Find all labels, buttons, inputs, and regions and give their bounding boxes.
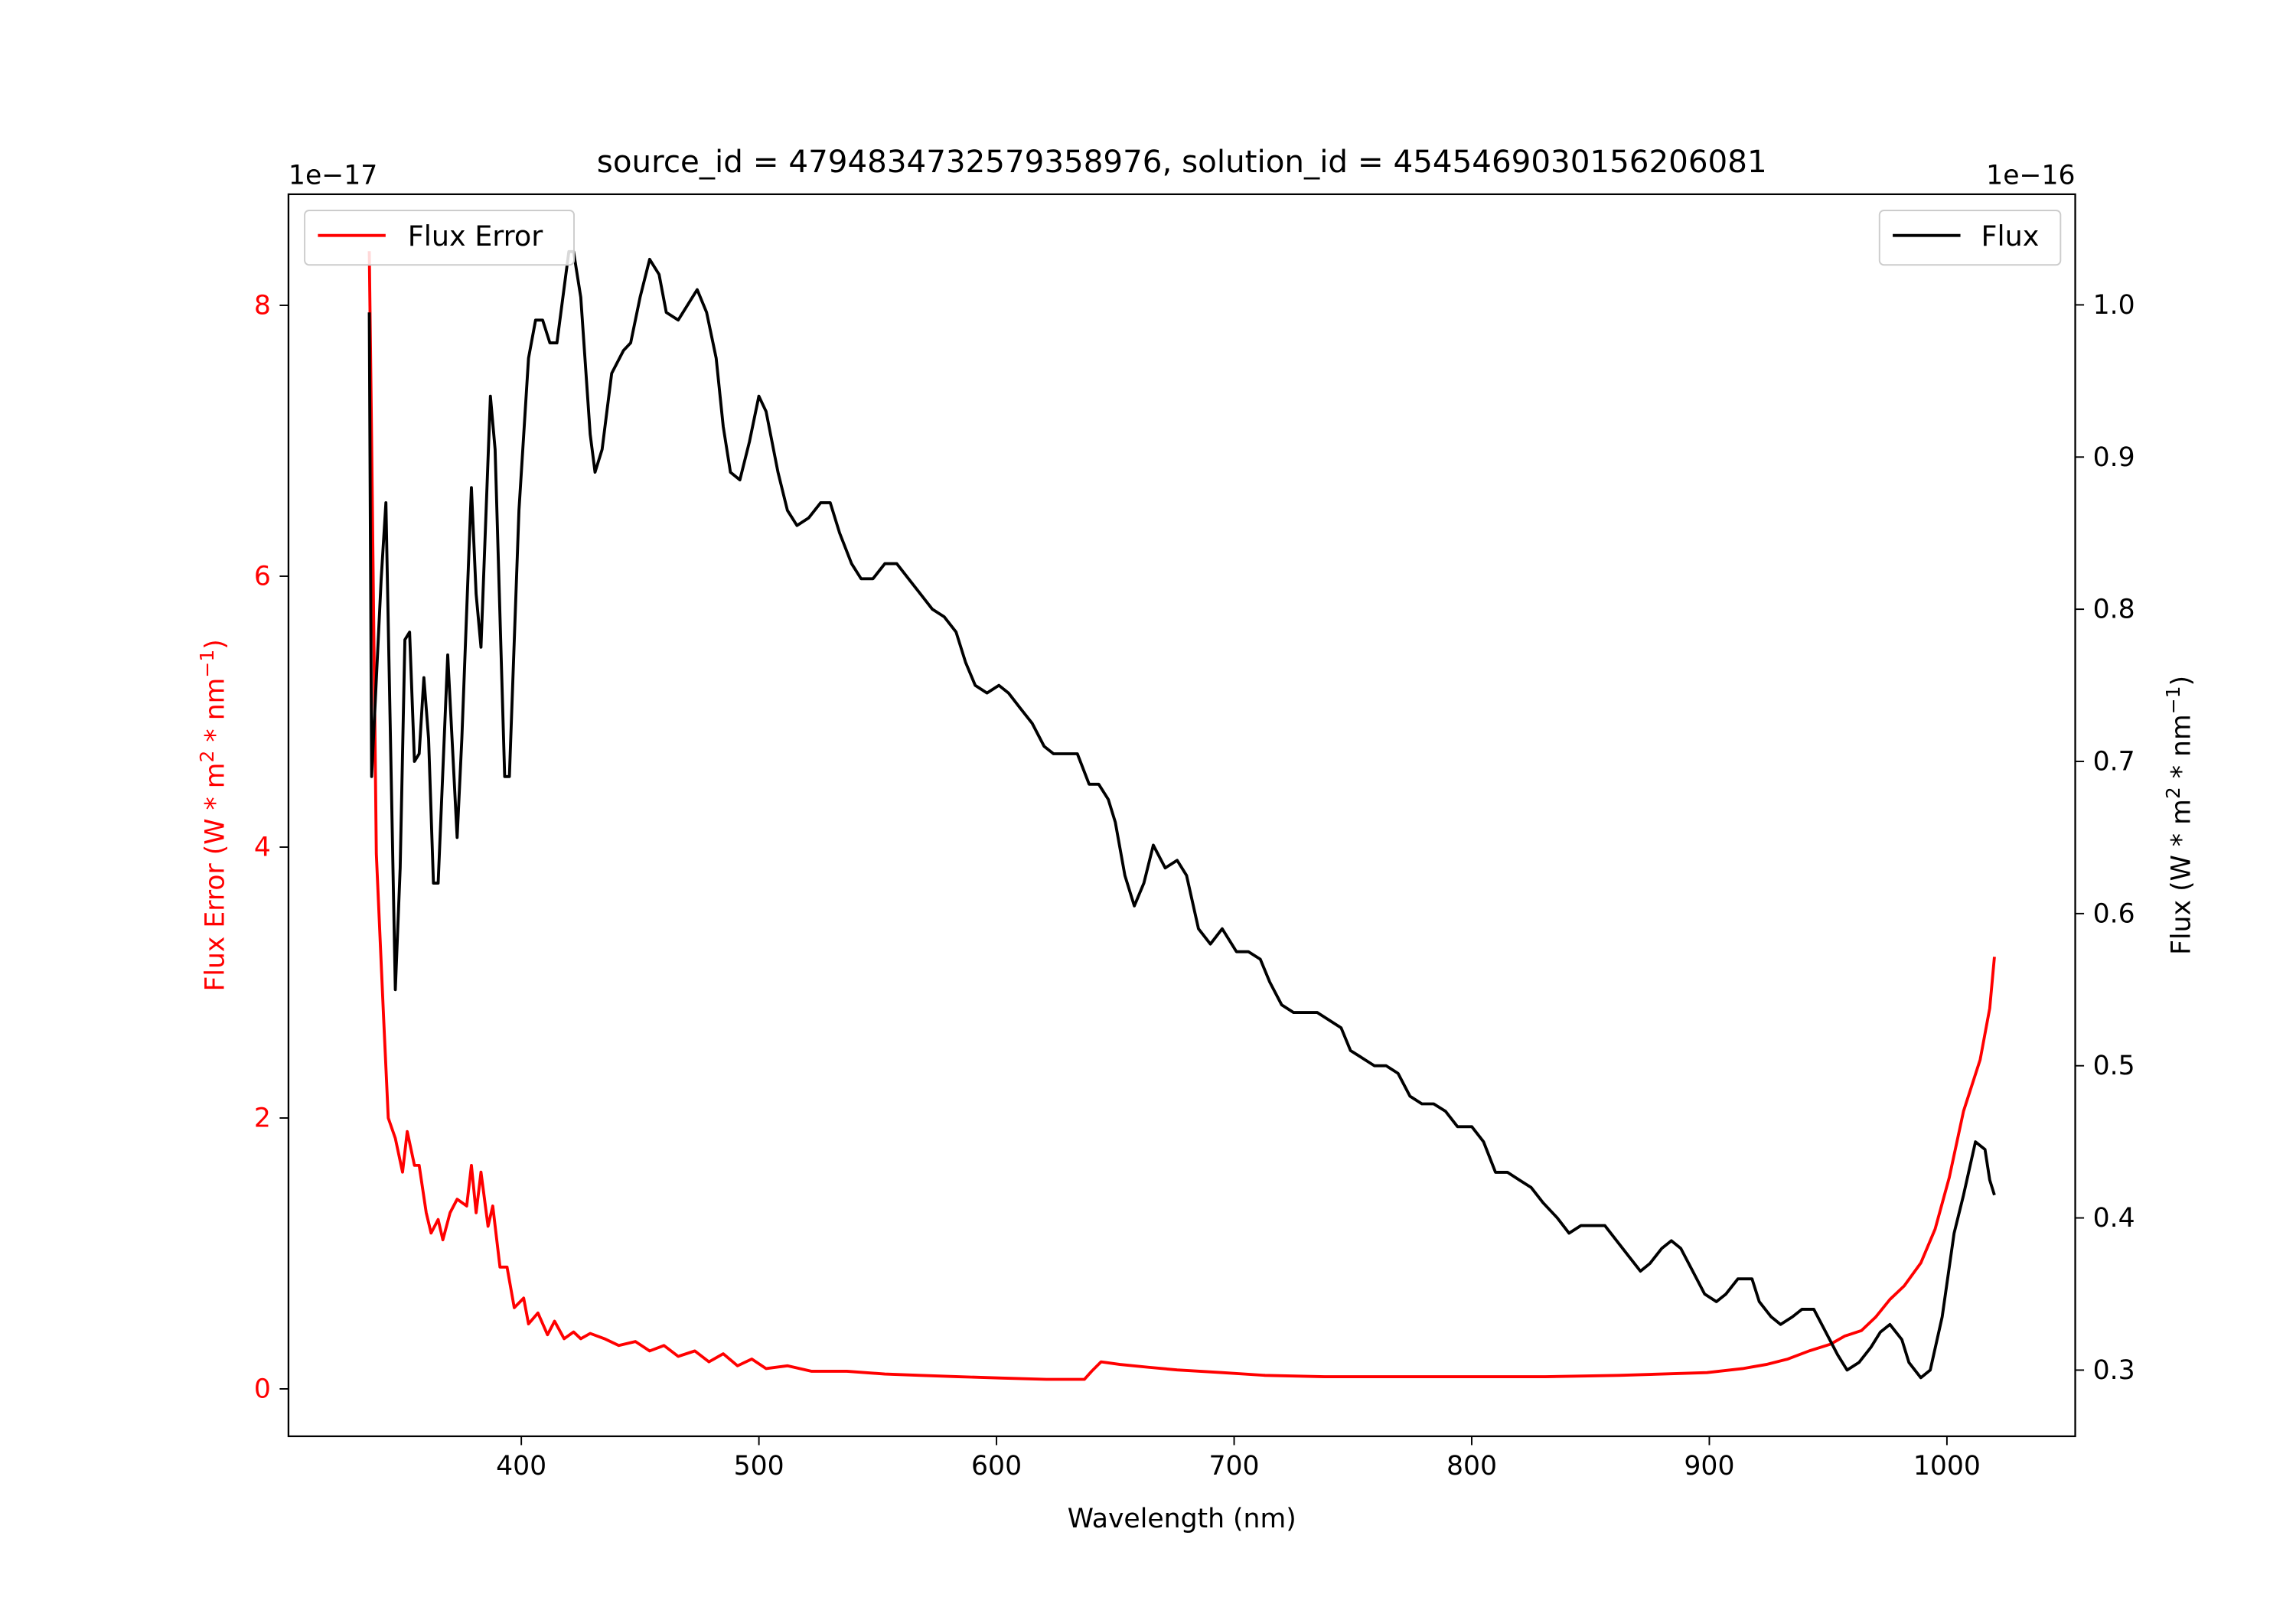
right-y-tick-label: 0.3 <box>2093 1355 2135 1386</box>
right-y-tick-label: 0.9 <box>2093 442 2135 473</box>
right-offset-label: 1e−16 <box>1986 160 2075 191</box>
right-y-tick-label: 0.6 <box>2093 898 2135 929</box>
x-tick-label: 1000 <box>1913 1451 1981 1482</box>
legend-left: Flux Error <box>304 210 575 266</box>
right-y-tick-label: 0.8 <box>2093 595 2135 625</box>
flux-error-line <box>367 251 1996 1381</box>
plot-area: 400 500 600 700 800 900 1000 0 2 4 6 8 0.3 0.4 0.5 0.6 0… <box>254 193 2135 1482</box>
x-tick-label: 600 <box>971 1451 1022 1482</box>
legend-right: Flux <box>1878 210 2062 266</box>
x-tick-label: 900 <box>1684 1451 1734 1482</box>
left-y-tick-label: 8 <box>254 291 271 321</box>
right-y-tick-label: 1.0 <box>2093 290 2135 321</box>
left-offset-label: 1e−17 <box>289 160 377 191</box>
legend-flux-error-label: Flux Error <box>408 220 544 253</box>
right-y-tick-label: 0.4 <box>2093 1203 2135 1234</box>
x-tick-label: 800 <box>1446 1451 1497 1482</box>
left-y-tick-label: 2 <box>254 1103 271 1134</box>
right-y-axis-label: Flux (W * m2 * nm−1) <box>2162 676 2197 955</box>
left-y-tick-label: 0 <box>254 1374 271 1405</box>
left-y-tick-label: 6 <box>254 562 271 592</box>
right-y-tick-label: 0.5 <box>2093 1051 2135 1081</box>
legend-flux-label: Flux <box>1981 220 2039 253</box>
left-y-tick-label: 4 <box>254 833 271 863</box>
x-tick-label: 700 <box>1208 1451 1259 1482</box>
chart-title: source_id = 4794834732579358976, solutio… <box>597 144 1767 180</box>
right-y-tick-label: 0.7 <box>2093 747 2135 777</box>
x-tick-label: 500 <box>734 1451 784 1482</box>
left-y-axis-label: Flux Error (W * m2 * nm−1) <box>196 639 230 991</box>
flux-line <box>367 249 1996 1380</box>
x-tick-label: 400 <box>496 1451 546 1482</box>
x-axis-label: Wavelength (nm) <box>1068 1504 1296 1534</box>
axes-frame <box>287 193 2076 1438</box>
